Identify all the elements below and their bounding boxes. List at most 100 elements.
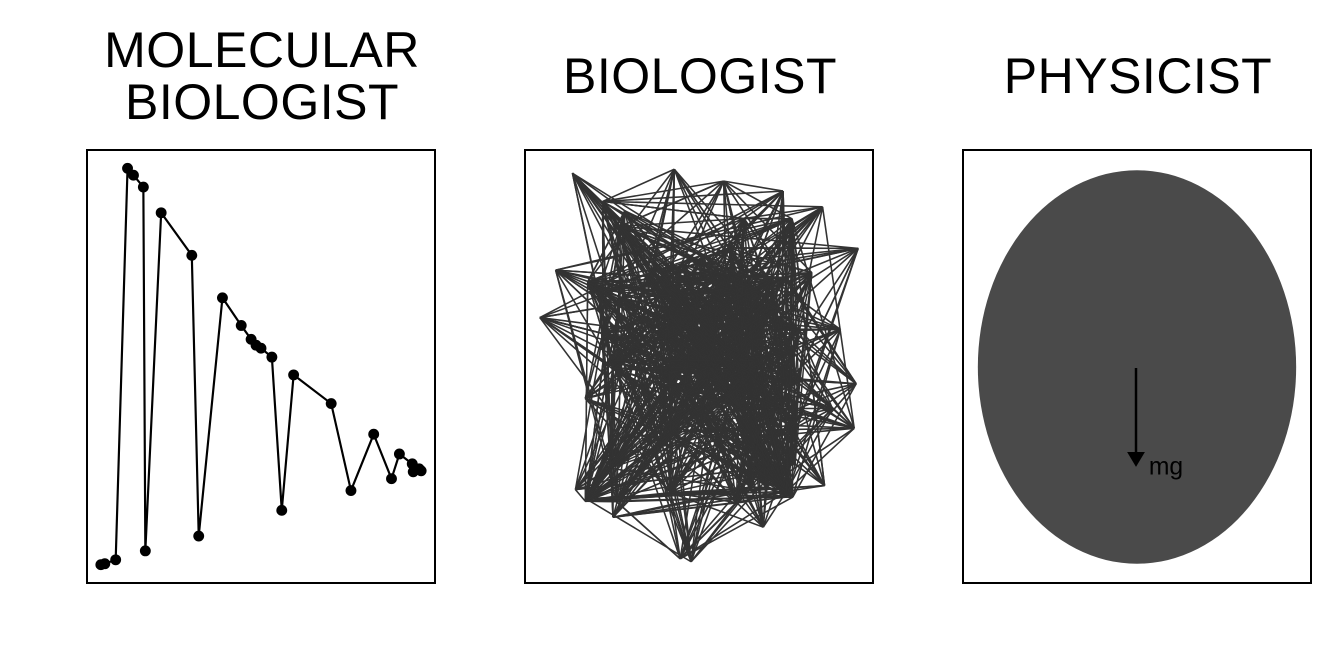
network-edge <box>619 297 701 427</box>
network-edge <box>688 349 792 396</box>
network-edge <box>718 282 747 316</box>
trace-point <box>393 448 405 460</box>
network-edge <box>699 374 752 427</box>
network-edge <box>676 293 788 492</box>
network-edge <box>584 329 800 502</box>
network-edge <box>679 496 794 560</box>
physicist-title: PHYSICIST <box>1003 48 1273 104</box>
network-edge <box>585 278 743 500</box>
network-edge <box>584 281 589 502</box>
network-edge <box>586 281 614 369</box>
trace-point <box>255 342 267 354</box>
network-edge <box>673 168 772 281</box>
network-edge <box>785 427 855 493</box>
network-edge <box>574 489 586 502</box>
network-edge <box>780 191 784 409</box>
physicist-panel: mg <box>962 149 1312 584</box>
network-edges <box>539 168 859 563</box>
network-edge <box>585 293 679 500</box>
network-edge <box>660 373 787 492</box>
network-edge <box>770 279 783 409</box>
trace-point <box>217 292 228 304</box>
zigzag-trace-plot <box>95 162 427 571</box>
network-edge <box>602 200 745 220</box>
network-edge <box>572 172 626 212</box>
trace-point <box>128 169 139 181</box>
trace-point <box>368 428 380 440</box>
network-edge <box>585 498 692 563</box>
network-edge <box>616 424 796 503</box>
network-edge <box>785 408 834 492</box>
trace-point <box>137 181 149 193</box>
network-edge <box>620 217 745 228</box>
network-edge <box>728 247 752 375</box>
network-edge <box>587 281 742 355</box>
trace-point <box>325 398 337 410</box>
network-edge <box>612 359 799 384</box>
trace-point <box>110 554 122 566</box>
network-edge <box>724 276 786 279</box>
network-edge <box>728 247 758 379</box>
title-line-2: BIOLOGIST <box>124 74 399 130</box>
network-edge <box>780 218 793 409</box>
network-edge <box>669 309 800 332</box>
trace-line <box>100 167 422 566</box>
network-edge <box>701 254 714 367</box>
network-edge <box>611 263 682 361</box>
network-edge <box>584 407 742 502</box>
network-edge <box>668 276 787 314</box>
network-edge <box>736 490 787 504</box>
network-edge <box>613 367 730 371</box>
trace-point <box>415 465 427 477</box>
force-label: mg <box>1149 454 1183 481</box>
trace-point <box>155 207 167 219</box>
network-edge <box>609 218 745 469</box>
network-edge <box>610 359 755 469</box>
network-edge <box>602 180 724 203</box>
network-edge <box>619 225 792 351</box>
trace-point <box>276 504 288 516</box>
biologist-title: BIOLOGIST <box>562 48 837 104</box>
network-edge <box>587 281 661 447</box>
network-edge <box>619 218 793 299</box>
network-edge <box>682 276 726 298</box>
trace-point <box>235 320 247 331</box>
network-edge <box>616 501 681 560</box>
network-edge <box>670 491 737 504</box>
network-edge <box>598 275 726 291</box>
network-edge <box>701 254 747 284</box>
network-edge <box>718 218 745 316</box>
network-edge <box>619 225 742 280</box>
trace-point <box>139 545 151 557</box>
network-edge <box>584 297 621 502</box>
network-edge <box>587 281 782 409</box>
network-edge <box>585 368 614 499</box>
network-edge <box>586 210 626 283</box>
network-edge <box>602 200 823 208</box>
network-edge <box>794 272 813 465</box>
network-edge <box>610 308 777 469</box>
network-edge <box>609 254 704 469</box>
network-edge <box>699 425 738 503</box>
network-edge <box>670 431 794 498</box>
network-edge <box>795 424 855 430</box>
molecular-biologist-panel <box>86 149 436 584</box>
trace-point <box>99 558 111 570</box>
network-edge <box>723 180 784 192</box>
trace-point <box>386 473 397 485</box>
spherical-body <box>977 170 1297 564</box>
network-edge <box>619 225 731 370</box>
network-edge <box>585 486 752 503</box>
network-edge <box>669 254 704 493</box>
network-edge <box>753 360 788 492</box>
trace-layer <box>95 162 427 571</box>
network-edge <box>750 309 777 488</box>
network-edge <box>745 282 788 492</box>
network-edge <box>612 496 787 519</box>
network-edge <box>616 388 733 503</box>
trace-point <box>186 249 198 261</box>
network-edge <box>677 292 684 298</box>
network-edge <box>660 310 671 375</box>
network-edge <box>602 333 661 447</box>
network-edge <box>791 383 857 498</box>
